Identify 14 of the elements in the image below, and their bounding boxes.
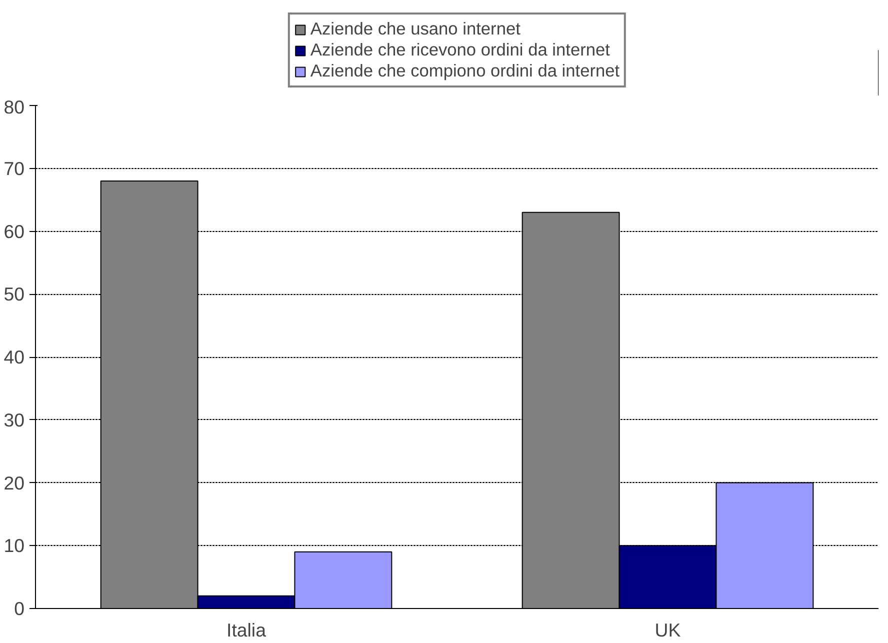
legend-label: Aziende che ricevono ordini da internet [310,40,610,60]
y-tick-label: 0 [14,598,25,619]
y-tick-label: 40 [4,346,25,368]
y-tick-label: 50 [4,284,25,305]
y-tick-label: 60 [4,220,25,242]
x-tick-label: Italia [226,620,267,640]
y-tick-label: 20 [4,472,25,494]
y-tick-label: 30 [4,409,25,430]
x-tick-label: UK [654,620,682,640]
legend-label: Aziende che usano internet [310,18,520,40]
legend-label: Aziende che compiono ordini da internet [310,60,620,82]
y-tick-label: 80 [4,96,25,118]
y-tick-label: 70 [4,158,25,179]
y-tick-label: 10 [4,535,25,556]
